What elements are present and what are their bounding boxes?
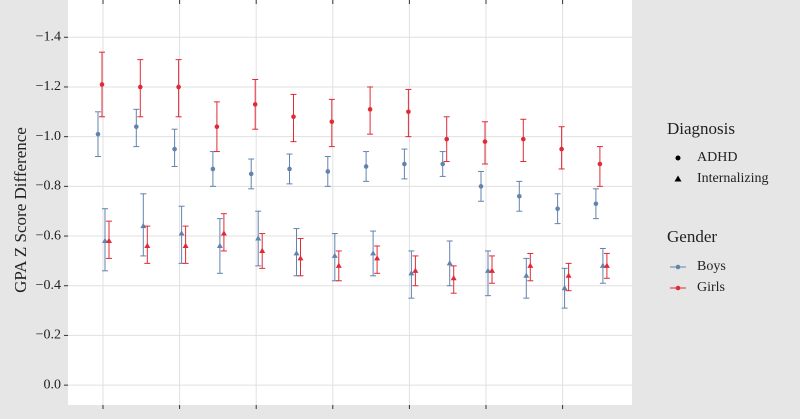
point <box>210 166 216 172</box>
point <box>259 247 266 253</box>
point <box>297 255 304 261</box>
point <box>293 250 300 256</box>
point <box>370 250 377 256</box>
point <box>523 272 530 278</box>
point <box>517 193 522 199</box>
legend-title: Diagnosis <box>667 119 735 138</box>
point <box>402 161 407 167</box>
point <box>138 84 143 90</box>
point <box>287 166 292 172</box>
point <box>216 242 223 248</box>
y-tick-label: −1.4 <box>36 29 61 44</box>
point <box>252 102 258 107</box>
point <box>363 164 369 169</box>
y-tick-label: −0.2 <box>36 328 61 343</box>
point <box>406 109 411 115</box>
point <box>325 169 331 174</box>
y-axis-title: GPA Z Score Difference <box>11 127 30 293</box>
point <box>291 114 296 120</box>
point <box>367 107 373 112</box>
point <box>106 237 112 244</box>
point <box>482 139 488 144</box>
legend-symbol <box>674 175 682 182</box>
point <box>412 267 419 273</box>
point <box>559 146 564 152</box>
point <box>521 136 526 142</box>
point <box>561 285 568 291</box>
point <box>597 161 603 167</box>
point <box>99 82 105 87</box>
y-tick-label: 0.0 <box>44 377 62 392</box>
point <box>140 222 147 229</box>
point <box>329 119 335 125</box>
point <box>134 124 139 130</box>
y-tick-label: −0.6 <box>36 228 61 243</box>
point <box>408 270 415 276</box>
y-tick-label: −0.8 <box>36 179 61 194</box>
y-tick-label: −1.0 <box>36 129 61 144</box>
point <box>178 230 185 236</box>
point <box>220 230 227 236</box>
point <box>214 124 220 130</box>
legend-symbol <box>675 285 681 291</box>
legend-label: Girls <box>697 280 725 295</box>
panel <box>68 0 632 405</box>
y-tick-label: −0.4 <box>36 278 61 293</box>
point <box>593 201 599 207</box>
point <box>144 242 151 248</box>
point <box>489 267 495 273</box>
point <box>102 237 108 244</box>
legend-title: Gender <box>667 227 717 246</box>
point <box>172 146 177 152</box>
point <box>555 206 560 212</box>
legend-label: Boys <box>697 259 726 274</box>
point <box>565 272 572 278</box>
legend-label: Internalizing <box>697 171 769 186</box>
y-tick-label: −1.2 <box>36 79 61 94</box>
point <box>485 267 491 273</box>
point <box>440 161 446 167</box>
point <box>599 262 606 268</box>
point <box>446 260 453 266</box>
point <box>527 262 534 268</box>
legend-label: ADHD <box>697 150 737 165</box>
point <box>255 235 262 241</box>
point <box>182 242 189 248</box>
point <box>444 136 450 142</box>
legend-symbol <box>675 264 681 270</box>
point <box>374 255 381 261</box>
point <box>248 171 254 177</box>
point <box>335 262 342 268</box>
point <box>331 252 338 258</box>
point <box>176 84 181 90</box>
legend-symbol <box>675 155 681 161</box>
point <box>450 275 457 281</box>
point <box>95 131 101 137</box>
point <box>603 262 610 268</box>
point <box>478 184 484 189</box>
